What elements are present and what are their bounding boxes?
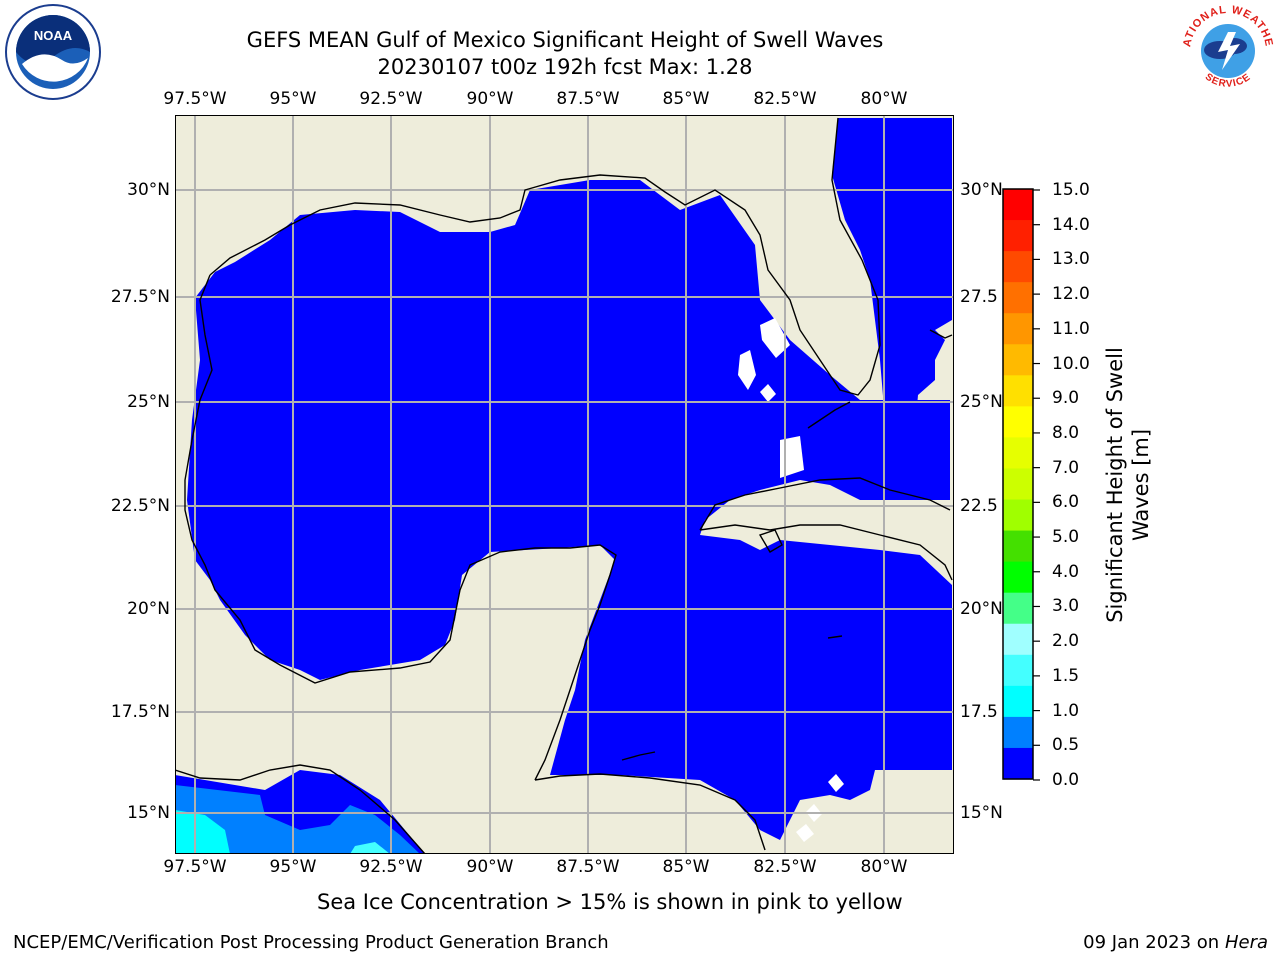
colorbar-tick-label: 10.0	[1052, 353, 1090, 374]
lat-label-right: 15°N	[960, 803, 1003, 823]
no-data-patch	[828, 774, 844, 792]
lat-label-right: 27.5	[960, 287, 998, 307]
lon-label-bottom: 80°W	[860, 857, 908, 877]
colorbar-segment	[1003, 747, 1033, 780]
lat-label-left: 27.5°N	[110, 287, 170, 307]
colorbar-segment	[1003, 282, 1033, 314]
colorbar-segment	[1003, 716, 1033, 749]
colorbar-segment	[1003, 189, 1033, 221]
colorbar-label-line1: Significant Height of Swell	[1103, 347, 1127, 623]
svg-text:SERVICE: SERVICE	[1203, 71, 1253, 89]
lat-label-right: 25°N	[960, 392, 1003, 412]
colorbar-label: Significant Height of Swell Waves [m]	[1102, 347, 1154, 623]
colorbar-segment	[1003, 375, 1033, 407]
colorbar-segment	[1003, 561, 1033, 594]
colorbar-segment	[1003, 437, 1033, 470]
colorbar-tick-label: 13.0	[1052, 249, 1090, 270]
lat-label-right: 22.5	[960, 496, 998, 516]
colorbar-segment	[1003, 313, 1033, 345]
map-area	[175, 115, 954, 854]
lon-label-top: 95°W	[269, 89, 317, 109]
colorbar-tick-label: 12.0	[1052, 284, 1090, 305]
swell-contour-1.5	[175, 810, 230, 854]
noaa-logo-text: NOAA	[34, 28, 73, 43]
sea-ice-note: Sea Ice Concentration > 15% is shown in …	[317, 890, 903, 914]
colorbar-tick-label: 0.0	[1052, 770, 1080, 790]
chart-title-line2: 20230107 t00z 192h fcst Max: 1.28	[377, 55, 753, 79]
colorbar-tick-label: 0.5	[1052, 735, 1080, 756]
colorbar-tick-label: 5.0	[1052, 527, 1080, 548]
colorbar-segment	[1003, 468, 1033, 501]
lon-label-top: 97.5°W	[163, 89, 227, 109]
colorbar-tick-label: 2.0	[1052, 631, 1080, 652]
lon-label-top: 82.5°W	[753, 89, 817, 109]
swell-contour-0.5	[175, 785, 420, 854]
footer-host: Hera	[1224, 932, 1268, 953]
lon-label-bottom: 90°W	[466, 857, 514, 877]
lat-label-right: 20°N	[960, 599, 1003, 619]
colorbar-segment	[1003, 530, 1033, 563]
colorbar	[1002, 188, 1040, 781]
lon-label-bottom: 97.5°W	[163, 857, 227, 877]
atlantic-swell-region	[832, 118, 952, 500]
colorbar-segment	[1003, 499, 1033, 532]
lat-label-left: 30°N	[127, 180, 170, 200]
lat-label-left: 20°N	[127, 599, 170, 619]
footer-date: 09 Jan 2023 on	[1083, 932, 1225, 953]
colorbar-segment	[1003, 220, 1033, 252]
no-data-patch	[760, 384, 776, 402]
no-data-patch	[738, 350, 756, 390]
lon-label-top: 80°W	[860, 89, 908, 109]
lon-label-bottom: 82.5°W	[753, 857, 817, 877]
lon-label-bottom: 87.5°W	[556, 857, 620, 877]
colorbar-frame	[1002, 188, 1034, 780]
gulf-swell-region	[187, 180, 952, 840]
colorbar-tick-label: 4.0	[1052, 561, 1080, 582]
lon-label-bottom: 85°W	[662, 857, 710, 877]
no-data-patch	[796, 824, 814, 842]
lat-label-right: 30°N	[960, 180, 1003, 200]
colorbar-segment	[1003, 623, 1033, 656]
colorbar-segment	[1003, 251, 1033, 283]
map-grid	[175, 115, 954, 854]
colorbar-segment	[1003, 592, 1033, 625]
colorbar-segment	[1003, 406, 1033, 439]
lat-label-left: 17.5°N	[110, 702, 170, 722]
lat-label-left: 25°N	[127, 392, 170, 412]
footer-right: 09 Jan 2023 on Hera	[1083, 932, 1268, 953]
lat-label-left: 15°N	[127, 803, 170, 823]
lon-label-bottom: 92.5°W	[359, 857, 423, 877]
lon-label-top: 85°W	[662, 89, 710, 109]
colorbar-tick-label: 3.0	[1052, 596, 1080, 617]
colorbar-label-line2: Waves [m]	[1129, 428, 1153, 542]
lat-label-left: 22.5°N	[110, 496, 170, 516]
nws-logo-bottom-text: SERVICE	[1203, 71, 1252, 89]
nws-logo: NATIONAL WEATHER SERVICE	[1178, 2, 1274, 97]
no-data-patch	[760, 318, 790, 358]
colorbar-segment	[1003, 685, 1033, 718]
lon-label-top: 92.5°W	[359, 89, 423, 109]
colorbar-segment	[1003, 344, 1033, 376]
lat-label-right: 17.5	[960, 702, 998, 722]
footer-left: NCEP/EMC/Verification Post Processing Pr…	[13, 932, 609, 953]
colorbar-tick-label: 15.0	[1052, 180, 1090, 200]
colorbar-tick-label: 1.5	[1052, 665, 1080, 686]
colorbar-tick-label: 14.0	[1052, 214, 1090, 235]
chart-title-line1: GEFS MEAN Gulf of Mexico Significant Hei…	[246, 28, 884, 52]
colorbar-tick-label: 11.0	[1052, 318, 1090, 339]
colorbar-segment	[1003, 654, 1033, 687]
colorbar-tick-label: 8.0	[1052, 422, 1080, 443]
lon-label-top: 87.5°W	[556, 89, 620, 109]
noaa-logo: NOAA	[5, 4, 101, 100]
lon-label-bottom: 95°W	[269, 857, 317, 877]
coastlines	[175, 117, 953, 854]
lon-label-top: 90°W	[466, 89, 514, 109]
colorbar-tick-label: 6.0	[1052, 492, 1080, 513]
colorbar-tick-label: 7.0	[1052, 457, 1080, 478]
colorbar-tick-label: 9.0	[1052, 388, 1080, 409]
colorbar-tick-label: 1.0	[1052, 700, 1080, 721]
swell-contour-1.0-patch	[350, 842, 390, 854]
